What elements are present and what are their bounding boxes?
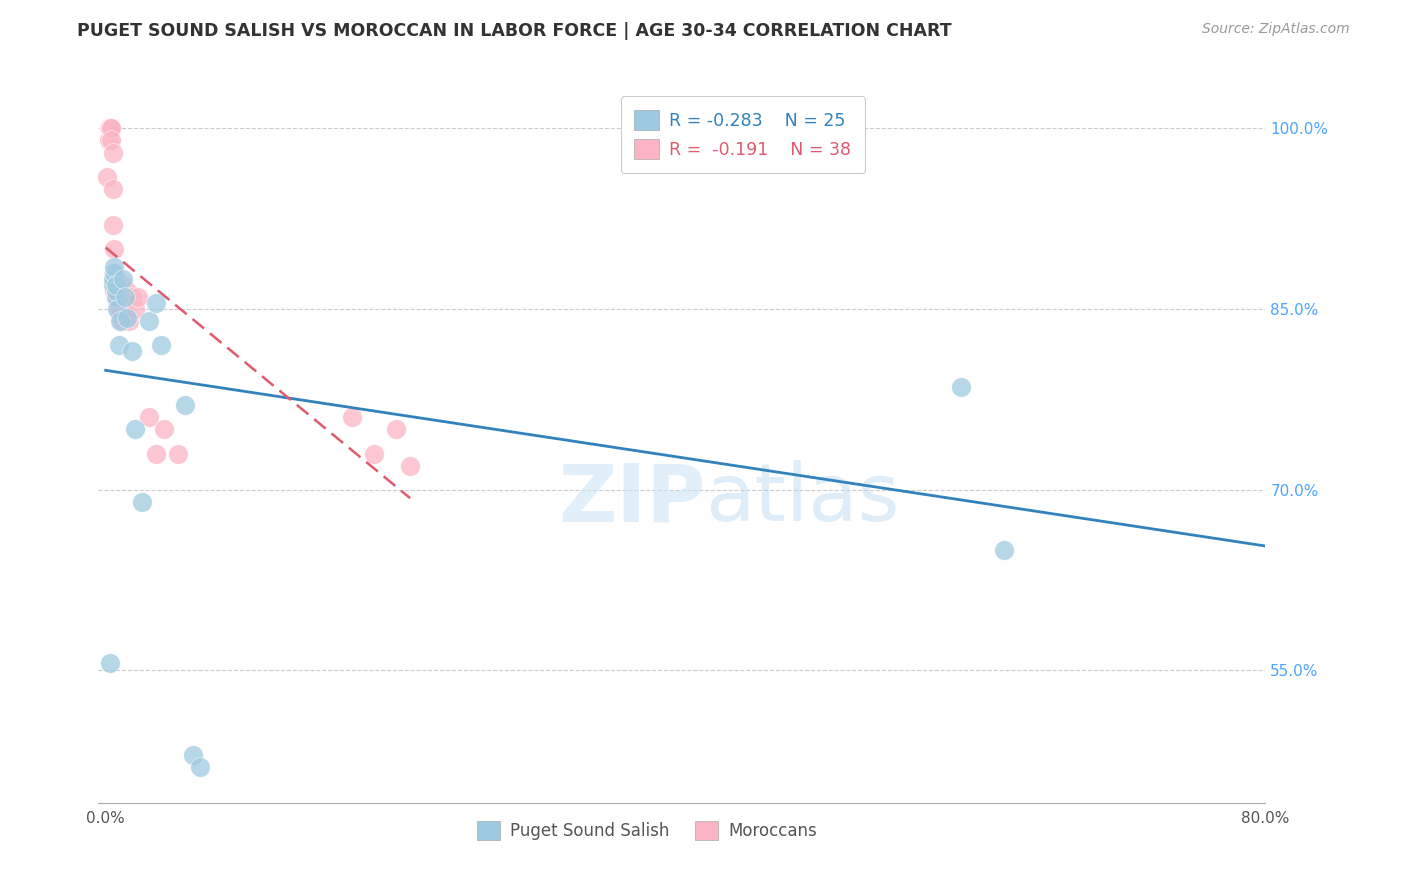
Point — [112, 278, 135, 293]
Legend: Puget Sound Salish, Moroccans: Puget Sound Salish, Moroccans — [468, 813, 825, 848]
Point — [103, 266, 125, 280]
Point — [101, 278, 124, 293]
Point — [131, 495, 153, 509]
Point — [98, 656, 121, 670]
Point — [167, 447, 190, 461]
Point — [103, 242, 125, 256]
Text: Source: ZipAtlas.com: Source: ZipAtlas.com — [1202, 22, 1350, 37]
Point — [108, 308, 131, 322]
Point — [127, 290, 149, 304]
Point — [100, 121, 122, 136]
Point — [118, 314, 141, 328]
Point — [363, 447, 385, 461]
Point — [103, 260, 125, 274]
Point — [117, 284, 139, 298]
Point — [152, 423, 174, 437]
Point — [104, 290, 127, 304]
Point — [107, 301, 129, 317]
Point — [124, 301, 146, 317]
Point — [101, 272, 124, 286]
Point — [949, 380, 972, 394]
Point — [104, 278, 127, 293]
Point — [138, 314, 160, 328]
Point — [340, 410, 363, 425]
Point — [188, 760, 211, 774]
Point — [384, 423, 406, 437]
Point — [101, 218, 124, 232]
Point — [100, 121, 122, 136]
Point — [104, 290, 127, 304]
Text: ZIP: ZIP — [558, 460, 706, 539]
Point — [149, 338, 172, 352]
Point — [97, 121, 120, 136]
Point — [124, 423, 146, 437]
Point — [105, 278, 128, 293]
Point — [181, 747, 204, 762]
Point — [138, 410, 160, 425]
Point — [105, 301, 128, 317]
Point — [115, 308, 138, 322]
Point — [104, 278, 127, 293]
Point — [117, 310, 139, 325]
Point — [174, 398, 197, 412]
Point — [114, 290, 136, 304]
Point — [103, 284, 125, 298]
Point — [110, 314, 132, 328]
Point — [145, 296, 167, 310]
Point — [98, 121, 121, 136]
Point — [100, 133, 122, 147]
Point — [101, 182, 124, 196]
Point — [103, 266, 125, 280]
Point — [98, 121, 121, 136]
Point — [108, 314, 131, 328]
Point — [101, 145, 124, 160]
Point — [121, 344, 143, 359]
Point — [112, 272, 135, 286]
Point — [114, 296, 136, 310]
Point — [104, 272, 127, 286]
Point — [121, 290, 143, 304]
Text: PUGET SOUND SALISH VS MOROCCAN IN LABOR FORCE | AGE 30-34 CORRELATION CHART: PUGET SOUND SALISH VS MOROCCAN IN LABOR … — [77, 22, 952, 40]
Point — [145, 447, 167, 461]
Point — [97, 133, 120, 147]
Point — [107, 338, 129, 352]
Text: atlas: atlas — [706, 460, 900, 539]
Point — [104, 284, 127, 298]
Point — [399, 458, 422, 473]
Point — [993, 542, 1015, 557]
Point — [105, 290, 128, 304]
Point — [96, 169, 118, 184]
